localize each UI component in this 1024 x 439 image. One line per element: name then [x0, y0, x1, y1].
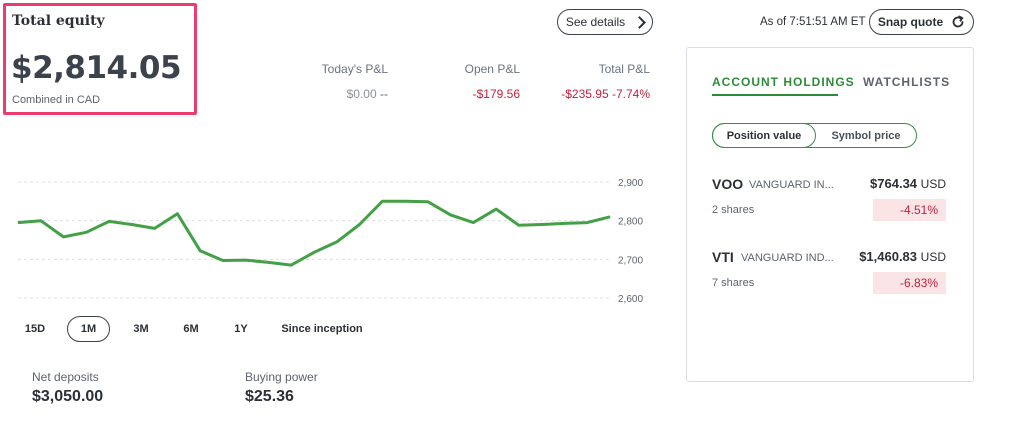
- equity-data-point: [268, 261, 269, 263]
- holding-name: VANGUARD IND...: [741, 252, 834, 264]
- todays-pnl-suffix: --: [380, 87, 388, 101]
- holding-symbol: VTI: [712, 249, 734, 265]
- total-equity-title: Total equity: [12, 13, 105, 29]
- total-equity-note: Combined in CAD: [12, 94, 101, 106]
- equity-series-line: [17, 199, 611, 267]
- equity-data-point: [541, 224, 543, 225]
- equity-data-point: [40, 220, 42, 222]
- holding-symbol: VOO: [712, 176, 744, 192]
- value-type-toggle: Position value Symbol price: [712, 123, 917, 148]
- total-equity-highlight: [3, 3, 197, 115]
- todays-pnl-value: $0.00 --: [288, 87, 388, 101]
- equity-data-point: [518, 224, 520, 226]
- equity-data-point: [290, 264, 292, 266]
- buying-power-value: $25.36: [245, 388, 294, 405]
- active-tab-underline: [712, 94, 838, 96]
- tab-account-holdings[interactable]: ACCOUNT HOLDINGS: [712, 75, 855, 89]
- total-equity-value: $2,814.05: [11, 50, 182, 86]
- range-1m-button[interactable]: 1M: [67, 316, 110, 342]
- y-tick-label: 2,600: [618, 294, 643, 305]
- equity-data-point: [359, 224, 360, 225]
- equity-chart[interactable]: 2,900 2,800 2,700 2,600: [0, 168, 660, 318]
- equity-data-point: [154, 227, 156, 229]
- range-6m-button[interactable]: 6M: [183, 323, 199, 335]
- holding-value: $1,460.83 USD: [836, 249, 946, 264]
- refresh-icon: [952, 15, 964, 28]
- snap-quote-button[interactable]: Snap quote: [869, 9, 974, 35]
- equity-data-point: [199, 250, 201, 252]
- y-tick-label: 2,700: [618, 255, 643, 266]
- y-tick-label: 2,800: [618, 217, 643, 228]
- equity-data-point: [108, 220, 110, 222]
- total-pnl-label: Total P&L: [598, 62, 650, 76]
- holding-shares: 2 shares: [712, 204, 755, 216]
- equity-data-point: [427, 201, 429, 203]
- holding-value: $764.34 USD: [836, 176, 946, 191]
- equity-data-point: [336, 241, 338, 243]
- equity-data-point: [450, 214, 452, 216]
- equity-data-point: [176, 213, 178, 215]
- holding-value-amount: $764.34: [870, 176, 918, 191]
- range-3m-button[interactable]: 3M: [133, 323, 149, 335]
- equity-data-point: [586, 222, 588, 224]
- as-of-timestamp: As of 7:51:51 AM ET: [760, 16, 866, 28]
- buying-power-label: Buying power: [245, 370, 318, 384]
- chevron-right-icon: [633, 15, 647, 29]
- see-details-label: See details: [565, 15, 626, 29]
- net-deposits-value: $3,050.00: [32, 388, 104, 405]
- total-pnl-value: -$235.95 -7.74%: [530, 87, 650, 101]
- holding-change-badge: -6.83%: [873, 272, 946, 294]
- net-deposits-label: Net deposits: [32, 370, 99, 384]
- equity-data-point: [17, 222, 19, 224]
- total-pnl-amount: -$235.95: [561, 87, 609, 101]
- equity-data-point: [313, 251, 315, 253]
- tab-watchlists[interactable]: WATCHLISTS: [863, 75, 951, 89]
- open-pnl-label: Open P&L: [464, 62, 520, 76]
- equity-data-point: [222, 260, 224, 261]
- holding-value-currency: USD: [920, 250, 946, 264]
- equity-data-point: [131, 224, 133, 225]
- range-1y-button[interactable]: 1Y: [234, 323, 248, 335]
- equity-data-point: [63, 236, 64, 238]
- equity-data-point: [609, 216, 611, 218]
- equity-data-point: [381, 200, 383, 202]
- symbol-price-option[interactable]: Symbol price: [831, 129, 901, 142]
- holding-name: VANGUARD IN...: [749, 179, 834, 191]
- equity-data-point: [564, 222, 565, 224]
- equity-data-point: [85, 231, 87, 233]
- see-details-button[interactable]: See details: [557, 9, 653, 35]
- position-value-option[interactable]: Position value: [712, 123, 816, 148]
- range-15d-button[interactable]: 15D: [24, 323, 46, 335]
- snap-quote-label: Snap quote: [877, 15, 944, 29]
- holding-shares: 7 shares: [712, 277, 755, 289]
- equity-data-point: [472, 222, 474, 224]
- y-tick-label: 2,900: [618, 178, 643, 189]
- equity-data-point: [245, 259, 247, 261]
- holding-value-currency: USD: [920, 177, 946, 191]
- holding-change-badge: -4.51%: [873, 199, 946, 221]
- todays-pnl-amount: $0.00: [346, 87, 377, 101]
- total-pnl-percent: -7.74%: [611, 87, 650, 101]
- open-pnl-value: -$179.56: [472, 87, 520, 101]
- equity-data-point: [495, 208, 497, 210]
- equity-data-point: [404, 200, 406, 202]
- range-since-inception-button[interactable]: Since inception: [281, 323, 363, 335]
- todays-pnl-label: Today's P&L: [321, 62, 388, 76]
- holding-value-amount: $1,460.83: [859, 249, 918, 264]
